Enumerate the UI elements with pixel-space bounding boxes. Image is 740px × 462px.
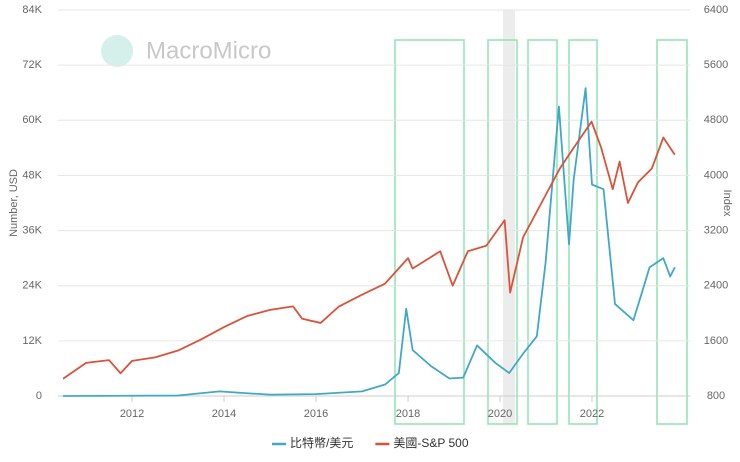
x-tick-label: 2022 xyxy=(580,408,604,420)
y2-tick-label: 4000 xyxy=(704,169,728,181)
y2-tick-label: 3200 xyxy=(704,224,728,236)
y-tick-label: 48K xyxy=(22,169,42,181)
y2-tick-label: 5600 xyxy=(704,59,728,71)
y-tick-label: 60K xyxy=(22,114,42,126)
recession-band xyxy=(503,10,515,424)
highlight-box xyxy=(568,39,598,425)
y2-tick-label: 1600 xyxy=(704,335,728,347)
x-tick-label: 2018 xyxy=(396,408,420,420)
x-tick-label: 2016 xyxy=(304,408,328,420)
y-axis-title: Number, USD xyxy=(8,169,20,237)
x-tick-label: 2014 xyxy=(212,408,236,420)
series-line xyxy=(63,87,676,397)
highlight-box xyxy=(527,39,558,425)
highlight-box xyxy=(394,39,465,425)
x-tick-label: 2020 xyxy=(488,408,512,420)
watermark: MacroMicro xyxy=(146,37,271,64)
highlight-box xyxy=(656,39,688,425)
y-tick-label: 72K xyxy=(22,59,42,71)
y-tick-label: 36K xyxy=(22,224,42,236)
y-tick-label: 0 xyxy=(36,390,42,402)
y2-axis-title: Index xyxy=(721,190,733,217)
y2-tick-label: 800 xyxy=(707,390,725,402)
watermark-logo xyxy=(101,35,133,67)
legend-label: 美國-S&P 500 xyxy=(393,436,468,450)
highlight-box xyxy=(487,39,518,425)
legend-label: 比特幣/美元 xyxy=(290,435,353,450)
y2-tick-label: 4800 xyxy=(704,114,728,126)
x-tick-label: 2012 xyxy=(120,408,144,420)
y-tick-label: 24K xyxy=(22,280,42,292)
y-tick-label: 84K xyxy=(22,4,42,16)
highlight-boxes xyxy=(394,39,688,425)
series-line xyxy=(62,120,676,380)
y-tick-label: 12K xyxy=(22,335,42,347)
y2-tick-label: 2400 xyxy=(704,280,728,292)
y2-tick-label: 6400 xyxy=(704,4,728,16)
